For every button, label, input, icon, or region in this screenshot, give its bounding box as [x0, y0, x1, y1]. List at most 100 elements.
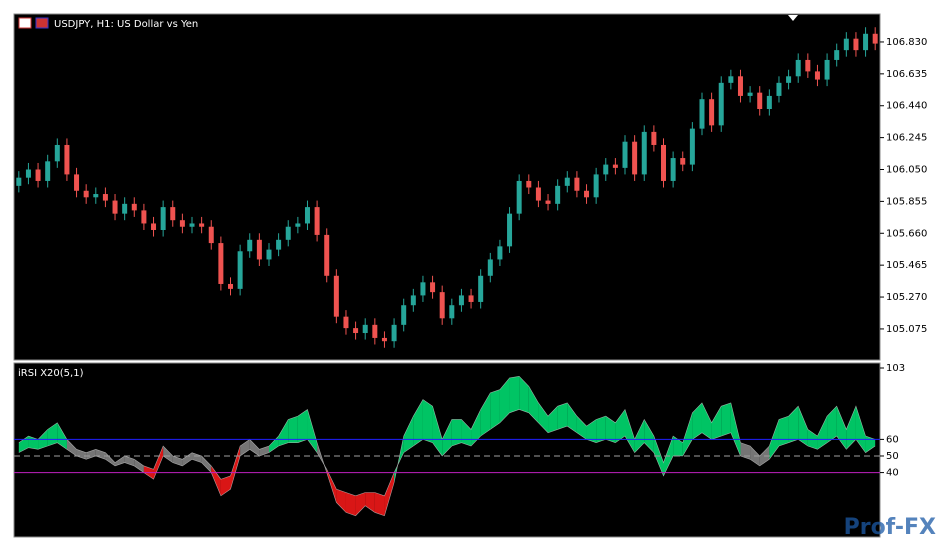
candle-body [410, 295, 416, 306]
y-tick-label: 106.830 [886, 37, 927, 48]
candle-body [766, 95, 772, 110]
price-panel [13, 13, 881, 361]
y-tick-label: 105.660 [886, 228, 927, 239]
y-tick-label: 40 [886, 468, 899, 479]
candle-body [74, 174, 80, 191]
band-segment [596, 416, 606, 443]
candle-body [824, 59, 830, 80]
band-segment [355, 492, 366, 516]
band-segment [740, 442, 751, 460]
band-segment [644, 419, 654, 453]
candle-body [478, 275, 484, 302]
watermark: Prof-FX [844, 515, 936, 540]
band-segment [721, 402, 731, 437]
candle-body [401, 305, 407, 325]
candle-body [747, 92, 753, 96]
candle-body [507, 213, 513, 247]
band-segment [413, 399, 423, 447]
band-segment [153, 446, 164, 480]
band-segment [586, 419, 597, 443]
candle-body [208, 226, 214, 244]
candle-body [603, 164, 609, 175]
band-segment [307, 409, 318, 453]
band-segment [163, 446, 173, 463]
candle-body [256, 239, 262, 260]
y-tick-label: 105.465 [886, 260, 927, 271]
candle-body [516, 180, 522, 214]
candle-body [814, 71, 820, 80]
candle-body [122, 203, 128, 214]
band-segment [240, 439, 250, 456]
band-segment [336, 489, 346, 513]
band-segment [538, 402, 549, 433]
band-segment [422, 399, 433, 443]
band-segment [47, 422, 58, 447]
band-segment [576, 416, 587, 440]
band-segment [490, 389, 500, 430]
candle-body [689, 128, 695, 165]
candle-body [314, 207, 320, 235]
y-tick-label: 60 [886, 434, 899, 445]
rsi-line [18, 375, 876, 517]
band-segment [499, 377, 510, 423]
candle-body [439, 292, 445, 319]
band-segment [625, 409, 635, 453]
band-segment [259, 446, 269, 456]
y-tick-label: 106.050 [886, 165, 927, 176]
band-segment [134, 459, 144, 473]
band-segment [701, 402, 712, 440]
band-segment [778, 416, 789, 447]
y-tick-label: 106.635 [886, 69, 927, 80]
candle-body [362, 324, 368, 334]
candle-body [25, 169, 31, 178]
candle-body [16, 177, 22, 186]
band-segment [442, 419, 452, 456]
candle-body [497, 246, 503, 260]
rsi-line [18, 409, 876, 497]
band-segment [634, 419, 645, 453]
band-segment [557, 402, 568, 430]
candle-body [535, 187, 541, 201]
candle-body [391, 324, 397, 342]
y-tick-label: 103 [886, 363, 905, 374]
y-tick-label: 106.440 [886, 101, 927, 112]
candle-body [160, 207, 166, 231]
flag-icon [35, 17, 49, 29]
candle-body [266, 249, 272, 260]
candle-body [54, 144, 60, 162]
candle-body [324, 234, 330, 276]
candle-body [795, 59, 801, 77]
band-segment [384, 472, 395, 516]
candle-body [458, 295, 464, 306]
candle-body [564, 177, 570, 186]
band-segment [365, 492, 375, 513]
candle-body [141, 210, 147, 224]
candle-body [304, 207, 310, 224]
candle-body [718, 82, 724, 126]
candle-body [526, 180, 532, 188]
band-segment [297, 409, 308, 443]
candle-body [545, 200, 551, 204]
candle-body [612, 164, 618, 168]
candle-body [584, 190, 590, 198]
symbol-icon [18, 17, 32, 29]
band-segment [480, 392, 491, 437]
band-segment [374, 492, 385, 516]
candle-body [651, 131, 657, 145]
candle-body [93, 194, 99, 198]
candle-body [776, 82, 782, 96]
band-segment [798, 406, 808, 447]
band-segment [432, 406, 443, 456]
candle-body [680, 158, 686, 165]
band-segment [192, 452, 202, 463]
band-segment [115, 455, 125, 466]
band-segment [220, 475, 231, 496]
band-segment [682, 412, 693, 456]
candle-body [632, 141, 638, 175]
candle-body [45, 161, 51, 181]
candle-body [189, 223, 195, 227]
band-segment [855, 406, 866, 453]
candle-body [131, 203, 137, 211]
band-segment [249, 439, 260, 456]
